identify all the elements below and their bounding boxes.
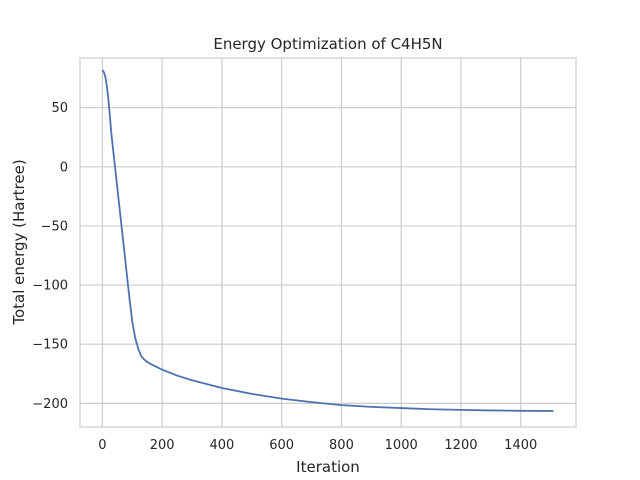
x-tick-labels: 0 200 400 600 800 1000 1200 1400 bbox=[98, 438, 537, 453]
chart-title: Energy Optimization of C4H5N bbox=[213, 35, 442, 53]
x-tick-label: 1200 bbox=[444, 438, 477, 453]
x-tick-label: 600 bbox=[269, 438, 294, 453]
x-tick-label: 200 bbox=[150, 438, 175, 453]
series-line bbox=[101, 69, 554, 412]
x-tick-label: 400 bbox=[210, 438, 235, 453]
y-tick-label: −50 bbox=[41, 219, 68, 234]
x-tick-label: 1400 bbox=[504, 438, 537, 453]
x-axis-label: Iteration bbox=[296, 458, 360, 476]
x-tick-label: 1000 bbox=[385, 438, 418, 453]
plot-area bbox=[80, 58, 576, 427]
y-tick-label: −150 bbox=[32, 338, 68, 353]
x-tick-label: 0 bbox=[98, 438, 106, 453]
x-tick-label: 800 bbox=[329, 438, 354, 453]
plot-frame bbox=[79, 57, 577, 428]
y-tick-label: −100 bbox=[32, 279, 68, 294]
y-tick-label: 50 bbox=[51, 101, 68, 116]
y-tick-label: −200 bbox=[32, 397, 68, 412]
y-tick-labels: 50 0 −50 −100 −150 −200 bbox=[32, 101, 68, 412]
y-axis-label: Total energy (Hartree) bbox=[10, 159, 28, 325]
y-tick-label: 0 bbox=[60, 160, 68, 175]
